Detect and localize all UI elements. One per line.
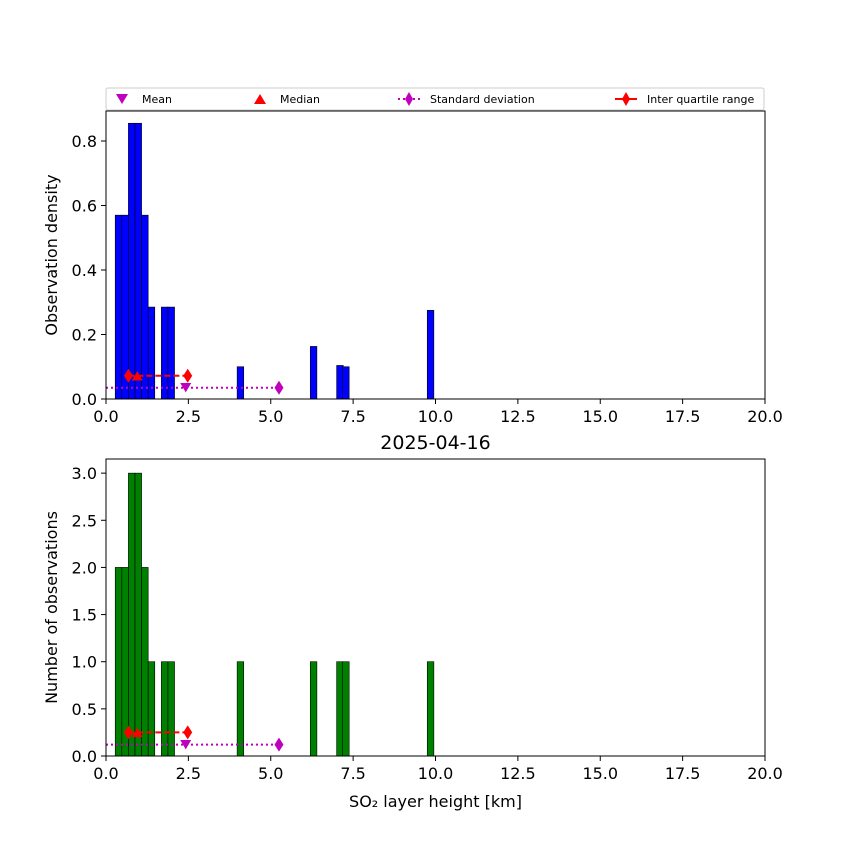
count-y-tick-label: 1.5 (72, 606, 97, 625)
count-bar (336, 661, 344, 757)
legend-median: Median (254, 93, 320, 106)
density-chart: 0.0 2.5 5.0 7.5 10.0 12.5 15.0 17.5 20.0 0.0 0.2 0.… (42, 110, 783, 426)
count-x-tick-label: 0.0 (93, 764, 118, 783)
count-y-tick-label: 2.5 (72, 511, 97, 530)
count-x-tick-label: 5.0 (258, 764, 283, 783)
count-x-tick-label: 17.5 (665, 764, 701, 783)
density-x-tick-label: 12.5 (500, 407, 536, 426)
density-bar (141, 214, 149, 400)
legend-iqr-marker (622, 92, 630, 106)
count-chart-title: 2025-04-16 (380, 432, 490, 454)
density-y-tick-label: 0.6 (72, 196, 97, 215)
density-bar (114, 214, 123, 400)
count-bar (426, 661, 435, 757)
count-bar (147, 661, 156, 757)
density-x-tick-label: 2.5 (176, 407, 201, 426)
legend-std-marker (405, 92, 413, 106)
density-y-tick-label: 0.2 (72, 325, 97, 344)
density-bar (128, 122, 136, 400)
count-y-tick-label: 0.5 (72, 700, 97, 719)
density-x-tick-label: 20.0 (747, 407, 783, 426)
density-bar (336, 365, 344, 400)
density-median-marker (131, 371, 143, 381)
count-x-tick-label: 12.5 (500, 764, 536, 783)
density-y-tick-label: 0.8 (72, 132, 97, 151)
count-x-tick-label: 2.5 (176, 764, 201, 783)
count-x-tick-label: 10.0 (418, 764, 454, 783)
density-bar (167, 306, 175, 400)
count-bar (236, 661, 245, 757)
count-y-axis-label: Number of observations (42, 511, 61, 704)
density-bar (426, 310, 435, 400)
count-y-tick-label: 3.0 (72, 464, 97, 483)
legend-mean: Mean (116, 93, 172, 106)
density-x-tick-label: 5.0 (258, 407, 283, 426)
count-x-axis-label: SO₂ layer height [km] (349, 792, 522, 811)
count-bar (161, 661, 169, 757)
density-y-tick-label: 0.4 (72, 261, 97, 280)
count-bar (141, 567, 149, 757)
count-std-marker (274, 737, 284, 752)
legend-mean-marker (116, 94, 128, 104)
density-bar (134, 122, 142, 400)
density-y-tick-label: 0.0 (72, 390, 97, 409)
count-bar (342, 661, 350, 757)
count-x-tick-label: 15.0 (582, 764, 618, 783)
density-x-tick-label: 15.0 (582, 407, 618, 426)
legend: Mean Median Standard deviation Inter qua… (105, 87, 765, 111)
legend-iqr: Inter quartile range (615, 92, 754, 106)
density-axes-frame (105, 110, 766, 400)
legend-median-marker (254, 94, 266, 104)
count-bar (134, 472, 142, 757)
density-x-tick-label: 7.5 (340, 407, 365, 426)
density-mean-marker (180, 383, 192, 393)
legend-mean-label: Mean (142, 93, 172, 106)
count-axes-frame (105, 458, 766, 757)
count-bar (114, 567, 123, 757)
count-y-tick-label: 1.0 (72, 653, 97, 672)
legend-std: Standard deviation (398, 92, 535, 106)
count-x-tick-label: 20.0 (747, 764, 783, 783)
legend-iqr-label: Inter quartile range (647, 93, 754, 106)
count-x-tick-label: 7.5 (340, 764, 365, 783)
count-y-tick-label: 2.0 (72, 558, 97, 577)
density-bar (236, 366, 245, 400)
count-y-tick-label: 0.0 (72, 747, 97, 766)
legend-std-label: Standard deviation (430, 93, 535, 106)
count-iqr-marker (123, 725, 133, 740)
density-bar (309, 346, 318, 400)
density-iqr-marker (123, 368, 133, 383)
legend-frame (105, 87, 765, 111)
count-mean-marker (180, 740, 192, 750)
density-bar (161, 306, 169, 400)
density-std-marker (274, 380, 284, 395)
density-x-tick-label: 0.0 (93, 407, 118, 426)
density-bar (342, 366, 350, 400)
density-iqr-marker (183, 368, 193, 383)
density-x-tick-label: 10.0 (418, 407, 454, 426)
legend-median-label: Median (280, 93, 320, 106)
count-bar (167, 661, 175, 757)
count-iqr-marker (183, 725, 193, 740)
density-bar (147, 306, 156, 400)
density-x-tick-label: 17.5 (665, 407, 701, 426)
count-bar (128, 472, 136, 757)
count-median-marker (131, 727, 143, 738)
count-chart: 0.0 2.5 5.0 7.5 10.0 12.5 15.0 17.5 20.0 0.0 0.5 1.… (42, 432, 783, 811)
density-y-axis-label: Observation density (42, 174, 61, 335)
count-bar (309, 661, 318, 757)
